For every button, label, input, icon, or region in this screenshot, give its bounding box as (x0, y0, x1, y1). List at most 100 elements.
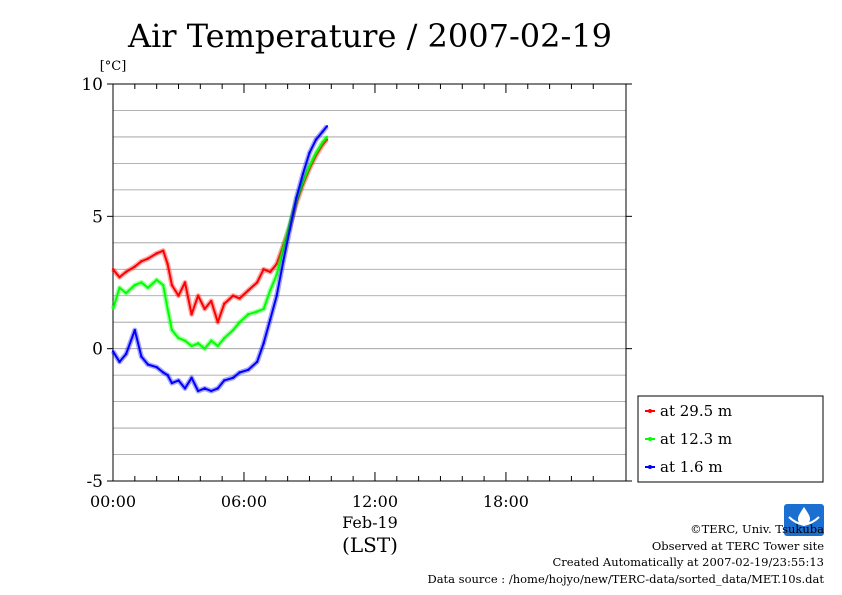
data-source-text: Data source : /home/hojyo/new/TERC-data/… (427, 571, 824, 586)
series-point (177, 336, 180, 340)
series-point (118, 276, 121, 279)
series-point (210, 339, 213, 342)
series-point (118, 360, 121, 364)
series-point (314, 151, 318, 155)
series-point (247, 313, 250, 316)
series-point (170, 381, 174, 385)
series-point (301, 180, 305, 184)
x-tick-label: 06:00 (221, 492, 267, 511)
plot-area-frame (112, 83, 627, 482)
series-point (124, 291, 128, 295)
series-point (177, 379, 180, 382)
x-axis: 00:00 06:00 12:00 18:00 (90, 84, 594, 511)
series-point (216, 344, 219, 348)
series-point (162, 249, 165, 252)
series-point (155, 278, 158, 282)
series-point (255, 360, 259, 364)
series-point (140, 281, 143, 284)
series-point (155, 252, 158, 255)
series-point (170, 328, 174, 332)
series-point (308, 151, 311, 155)
series-point (268, 289, 272, 292)
series-point (314, 138, 318, 141)
series-point (282, 246, 285, 250)
series-point (170, 283, 174, 287)
series-point (275, 262, 278, 266)
legend: at 29.5 m at 12.3 m at 1.6 m (637, 395, 824, 483)
series-point (255, 281, 259, 284)
y-tick-label: 10 (81, 75, 103, 95)
series-point (223, 336, 226, 340)
series-point (166, 307, 169, 311)
legend-marker (648, 409, 652, 413)
series-point (190, 376, 193, 379)
series-point (133, 283, 137, 287)
x-axis-date-label: Feb-19 (342, 513, 398, 532)
series-point (275, 294, 278, 297)
legend-marker (648, 465, 652, 469)
series-point (325, 135, 329, 139)
series-point (262, 268, 265, 271)
series-point (111, 350, 115, 353)
series-point (282, 260, 285, 263)
series-point (308, 164, 311, 168)
grid-lines (113, 110, 626, 455)
series-point (262, 307, 265, 311)
series-point (247, 289, 250, 292)
series-point (268, 318, 272, 321)
x-tick-label: 18:00 (483, 492, 529, 511)
series-point (231, 376, 235, 379)
series-point (210, 299, 213, 303)
series-point (118, 286, 121, 289)
legend-label: at 1.6 m (660, 458, 723, 476)
series-line (112, 138, 328, 324)
x-axis-label: (LST) (342, 533, 398, 557)
series-point (196, 389, 200, 393)
series-point (133, 265, 137, 268)
series-point (183, 339, 187, 342)
series-point (268, 270, 272, 274)
series-point (183, 387, 187, 390)
series-point (262, 342, 265, 345)
series-point (216, 387, 219, 390)
y-axis-unit-label: [°C] (100, 59, 127, 74)
created-text: Created Automatically at 2007-02-19/23:5… (552, 555, 825, 569)
series-point (155, 365, 158, 369)
x-tick-label: 12:00 (352, 492, 398, 511)
site-text: Observed at TERC Tower site (651, 538, 824, 553)
series-point (166, 262, 169, 266)
y-tick-label: -5 (86, 472, 103, 492)
series-point (140, 355, 143, 358)
terc-logo (783, 503, 825, 537)
series-point (288, 228, 292, 231)
series-point (190, 344, 193, 348)
series-point (210, 389, 213, 393)
series-point (223, 379, 226, 382)
copyright-text: ©TERC, Univ. Tsukuba (690, 522, 824, 536)
series-point (190, 313, 193, 316)
legend-label: at 12.3 m (660, 430, 732, 448)
series-point (196, 342, 200, 345)
series-point (146, 363, 150, 366)
y-tick-label: 5 (92, 207, 103, 227)
series-point (140, 260, 143, 263)
series-point (124, 270, 128, 274)
series-point (321, 141, 324, 144)
y-tick-label: 0 (92, 340, 103, 360)
series-point (162, 371, 165, 374)
series-point (325, 125, 329, 128)
credits-block: ©TERC, Univ. Tsukuba Observed at TERC To… (427, 521, 824, 587)
series-point (203, 387, 206, 390)
series-point (133, 328, 137, 332)
series-point (231, 328, 235, 332)
series-point (238, 371, 241, 374)
series-point (247, 368, 250, 372)
series-point (196, 294, 200, 297)
series-point (111, 307, 115, 311)
series-point (231, 294, 235, 297)
series-point (255, 310, 259, 313)
series-lines (110, 124, 329, 394)
series-line-halo (111, 138, 329, 325)
series-point (216, 321, 219, 324)
